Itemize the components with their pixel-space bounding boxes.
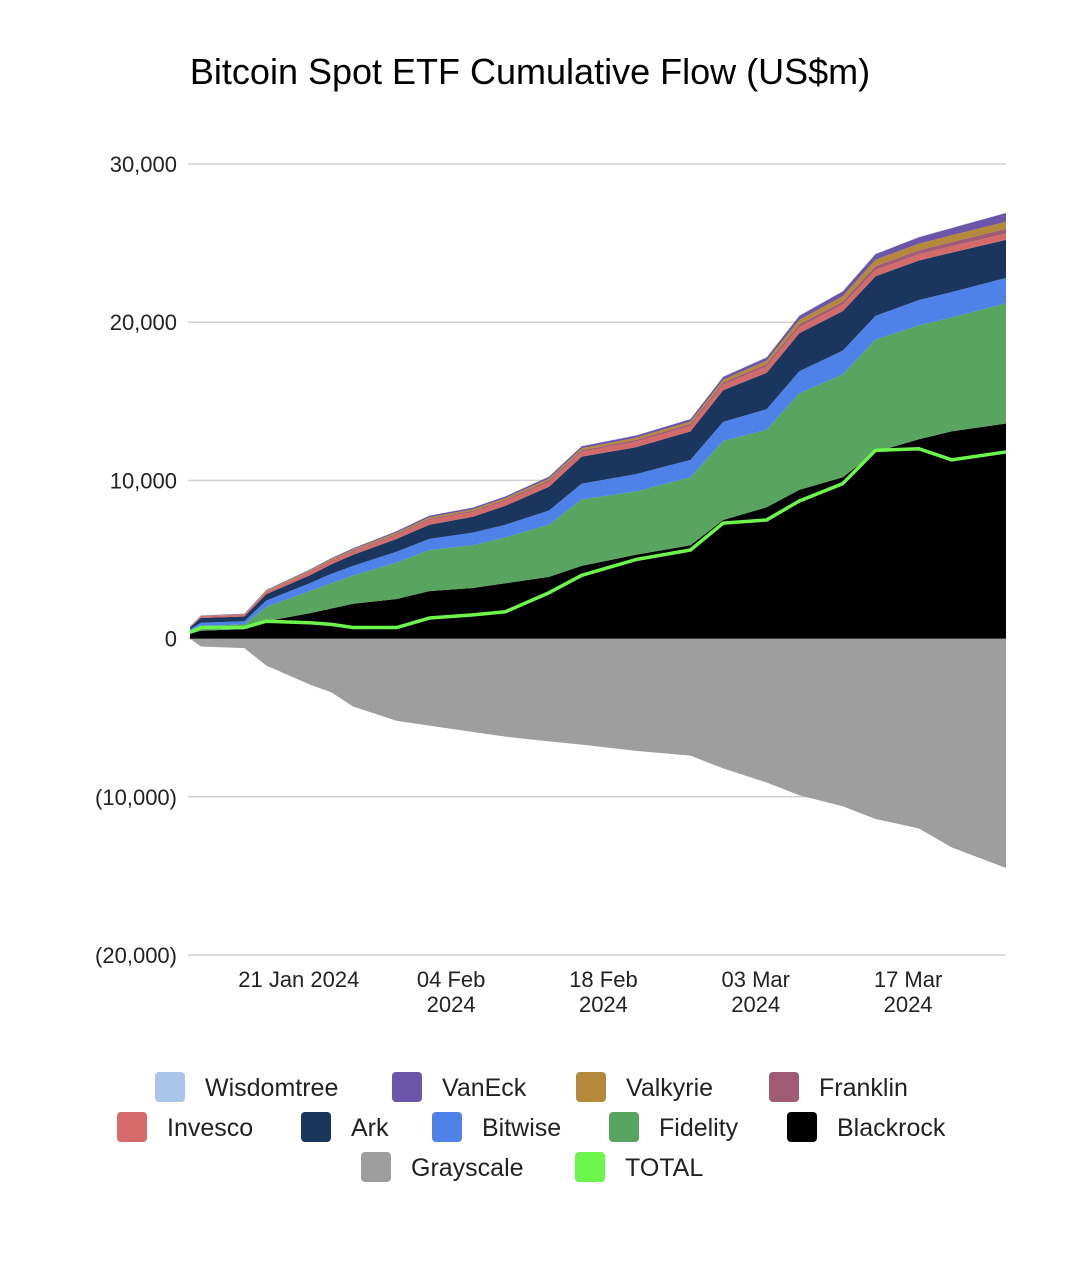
legend-swatch <box>155 1072 185 1102</box>
x-tick-label: 04 Feb <box>417 967 486 992</box>
legend-swatch <box>787 1112 817 1142</box>
x-tick-label-year: 2024 <box>884 992 933 1017</box>
legend-swatch <box>392 1072 422 1102</box>
x-tick-label: 18 Feb <box>569 967 638 992</box>
x-tick-label-year: 2024 <box>579 992 628 1017</box>
legend-item-total: TOTAL <box>575 1152 703 1182</box>
y-tick-label: 10,000 <box>110 468 177 493</box>
legend-swatch <box>432 1112 462 1142</box>
y-tick-label: 30,000 <box>110 152 177 177</box>
x-tick-label-year: 2024 <box>731 992 780 1017</box>
legend-label: Grayscale <box>411 1154 524 1182</box>
legend-label: Ark <box>351 1114 389 1142</box>
area-blackrock <box>190 423 1006 639</box>
legend-item-ark: Ark <box>301 1112 389 1142</box>
stacked-areas <box>189 212 1007 868</box>
legend-item-bitwise: Bitwise <box>432 1112 561 1142</box>
legend-label: Fidelity <box>659 1114 739 1142</box>
y-axis-ticks: 30,000 20,000 10,000 0 (10,000) (20,000) <box>95 152 177 968</box>
legend: Wisdomtree VanEck Valkyrie Franklin Invesco A… <box>117 1072 946 1182</box>
legend-swatch <box>361 1152 391 1182</box>
x-tick-label: 03 Mar <box>722 967 790 992</box>
legend-label: Valkyrie <box>626 1074 713 1102</box>
legend-swatch <box>301 1112 331 1142</box>
area-vaneck <box>190 213 1006 627</box>
y-tick-label: 20,000 <box>110 310 177 335</box>
legend-swatch <box>575 1152 605 1182</box>
y-tick-label: (20,000) <box>95 943 177 968</box>
legend-label: Invesco <box>167 1114 253 1142</box>
legend-item-valkyrie: Valkyrie <box>576 1072 713 1102</box>
x-tick-label-year: 2024 <box>427 992 476 1017</box>
area-grayscale <box>190 638 1006 868</box>
legend-item-invesco: Invesco <box>117 1112 253 1142</box>
legend-item-vaneck: VanEck <box>392 1072 527 1102</box>
x-tick-label: 17 Mar <box>874 967 942 992</box>
legend-label: Wisdomtree <box>205 1074 338 1102</box>
x-tick-label: 21 Jan 2024 <box>238 967 359 992</box>
legend-label: VanEck <box>442 1074 527 1102</box>
legend-label: Franklin <box>819 1074 908 1102</box>
line-total <box>189 447 1007 634</box>
legend-swatch <box>609 1112 639 1142</box>
legend-swatch <box>769 1072 799 1102</box>
chart-title: Bitcoin Spot ETF Cumulative Flow (US$m) <box>190 51 870 92</box>
legend-item-franklin: Franklin <box>769 1072 908 1102</box>
legend-label: Blackrock <box>837 1114 946 1142</box>
y-tick-label: 0 <box>165 627 177 652</box>
legend-item-fidelity: Fidelity <box>609 1112 739 1142</box>
legend-label: TOTAL <box>625 1154 703 1182</box>
legend-item-blackrock: Blackrock <box>787 1112 946 1142</box>
legend-item-wisdomtree: Wisdomtree <box>155 1072 338 1102</box>
legend-item-grayscale: Grayscale <box>361 1152 524 1182</box>
area-bitwise <box>190 277 1006 631</box>
area-fidelity <box>190 303 1006 634</box>
area-ark <box>190 239 1006 630</box>
y-tick-label: (10,000) <box>95 785 177 810</box>
legend-swatch <box>576 1072 606 1102</box>
legend-swatch <box>117 1112 147 1142</box>
legend-label: Bitwise <box>482 1114 561 1142</box>
